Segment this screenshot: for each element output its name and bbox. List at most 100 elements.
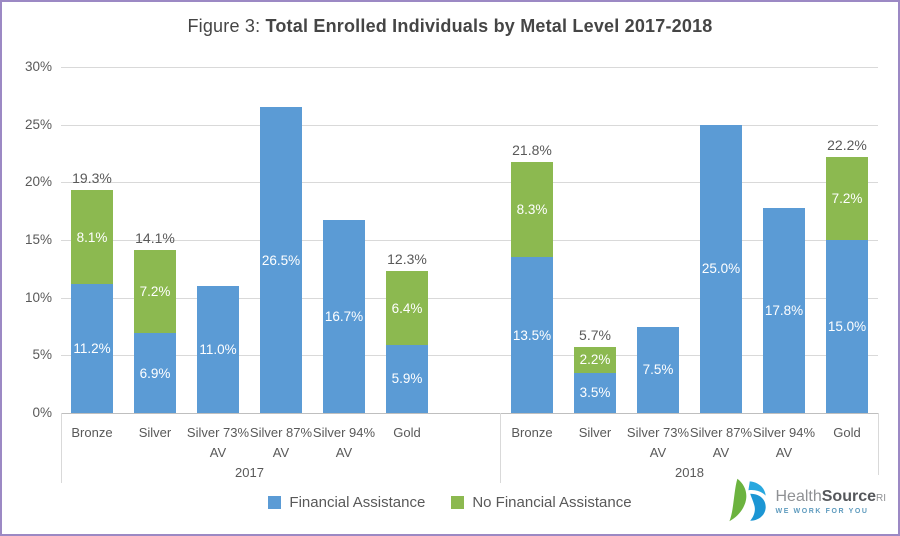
segment-financial-assistance: 7.5% — [637, 326, 679, 413]
year-label-2018: 2018 — [675, 465, 704, 480]
bar-2017-silver-94-av: 16.7% — [323, 220, 365, 413]
y-axis-tick-label: 15% — [24, 232, 52, 247]
category-axis-divider — [500, 413, 501, 483]
category-label: Silver 87% AV — [249, 425, 313, 460]
bar-2018-bronze: 8.3% 13.5% — [511, 161, 553, 413]
gridline — [61, 297, 878, 299]
segment-financial-assistance: 16.7% — [323, 220, 365, 413]
bar-2017-silver-73-av: 11.0% — [197, 286, 239, 413]
chart-title: Figure 3: Total Enrolled Individuals by … — [2, 16, 898, 37]
legend-item-no-financial-assistance: No Financial Assistance — [451, 494, 632, 511]
bar-total-label: 14.1% — [135, 230, 175, 247]
segment-financial-assistance: 15.0% — [826, 239, 868, 413]
segment-value-label: 6.4% — [391, 300, 423, 316]
logo-text-health: Health — [775, 488, 822, 506]
segment-financial-assistance: 3.5% — [574, 372, 616, 413]
category-axis-divider — [61, 413, 62, 483]
healthsource-wordmark: HealthSourceRI — [776, 489, 887, 506]
gridline — [61, 124, 878, 126]
segment-value-label: 11.2% — [73, 340, 111, 356]
segment-financial-assistance: 17.8% — [763, 207, 805, 413]
segment-value-label: 8.3% — [516, 201, 548, 217]
gridline — [61, 182, 878, 184]
category-label: Silver 87% AV — [689, 425, 753, 460]
segment-financial-assistance: 25.0% — [700, 124, 742, 413]
category-label: Gold — [393, 425, 421, 440]
chart-title-prefix: Figure 3: — [187, 16, 266, 36]
bar-2018-silver-87-av: 25.0% — [700, 124, 742, 413]
segment-financial-assistance: 5.9% — [386, 344, 428, 413]
segment-value-label: 7.2% — [831, 190, 863, 206]
logo-text-source: Source — [821, 488, 876, 506]
gridline — [61, 355, 878, 357]
segment-financial-assistance: 11.0% — [197, 286, 239, 413]
segment-value-label: 8.1% — [76, 229, 108, 245]
healthsource-logo-text: HealthSourceRI WE WORK FOR YOU — [775, 489, 887, 516]
year-label-2017: 2017 — [235, 465, 264, 480]
legend-label: Financial Assistance — [289, 494, 426, 511]
legend-swatch-icon — [451, 496, 465, 509]
segment-value-label: 5.9% — [391, 371, 423, 387]
y-axis-tick-label: 0% — [32, 405, 52, 420]
segment-value-label: 7.5% — [642, 362, 674, 378]
segment-financial-assistance: 11.2% — [71, 283, 113, 413]
segment-value-label: 25.0% — [701, 261, 741, 277]
legend: Financial Assistance No Financial Assista… — [2, 494, 898, 511]
segment-value-label: 2.2% — [579, 352, 611, 368]
segment-value-label: 17.8% — [764, 302, 804, 318]
segment-no-financial-assistance: 8.1% — [71, 190, 113, 284]
segment-value-label: 16.7% — [324, 309, 364, 325]
segment-value-label: 26.5% — [261, 252, 301, 268]
gridline — [61, 413, 878, 414]
category-label: Bronze — [71, 425, 113, 440]
bar-2018-gold: 7.2% 15.0% — [826, 156, 868, 413]
bar-2017-gold: 6.4% 5.9% — [386, 271, 428, 413]
bar-2018-silver-73-av: 7.5% — [637, 326, 679, 413]
bar-total-label: 22.2% — [827, 136, 867, 153]
segment-financial-assistance: 6.9% — [134, 333, 176, 413]
bar-total-label: 21.8% — [512, 141, 552, 158]
legend-swatch-icon — [268, 496, 282, 509]
segment-value-label: 3.5% — [579, 385, 611, 401]
segment-financial-assistance: 26.5% — [260, 107, 302, 413]
category-label: Silver — [138, 425, 172, 440]
logo-text-ri: RI — [876, 493, 886, 505]
healthsource-logo-icon — [725, 477, 771, 528]
bar-2017-silver-87-av: 26.5% — [260, 107, 302, 413]
segment-no-financial-assistance: 7.2% — [826, 156, 868, 240]
logo-tagline: WE WORK FOR YOU — [775, 508, 869, 516]
segment-value-label: 15.0% — [827, 318, 867, 334]
bar-2017-silver: 7.2% 6.9% — [134, 250, 176, 413]
category-label: Silver 73% AV — [186, 425, 250, 460]
category-label: Silver 94% AV — [752, 425, 816, 460]
segment-no-financial-assistance: 6.4% — [386, 271, 428, 345]
segment-value-label: 7.2% — [139, 284, 171, 300]
bar-2018-silver-94-av: 17.8% — [763, 207, 805, 413]
category-label: Silver 73% AV — [626, 425, 690, 460]
segment-value-label: 13.5% — [512, 327, 552, 343]
legend-item-financial-assistance: Financial Assistance — [268, 494, 425, 511]
y-axis-tick-label: 25% — [24, 116, 52, 132]
bar-total-label: 12.3% — [387, 251, 427, 268]
bar-2018-silver: 2.2% 3.5% — [574, 347, 616, 413]
category-label: Gold — [833, 425, 861, 440]
segment-value-label: 11.0% — [199, 342, 237, 358]
segment-no-financial-assistance: 2.2% — [574, 347, 616, 373]
segment-no-financial-assistance: 8.3% — [511, 161, 553, 258]
chart-title-main: Total Enrolled Individuals by Metal Leve… — [265, 16, 713, 36]
segment-financial-assistance: 13.5% — [511, 257, 553, 413]
category-label: Silver 94% AV — [312, 425, 376, 460]
y-axis-tick-label: 20% — [24, 174, 52, 190]
category-label: Bronze — [511, 425, 553, 440]
bar-total-label: 5.7% — [579, 327, 611, 344]
gridline — [61, 67, 878, 68]
legend-label: No Financial Assistance — [472, 494, 632, 511]
y-axis-tick-label: 5% — [32, 347, 52, 363]
y-axis-tick-label: 30% — [24, 59, 52, 74]
category-label: Silver — [578, 425, 612, 440]
healthsource-logo: HealthSourceRI WE WORK FOR YOU — [720, 475, 890, 530]
y-axis-tick-label: 10% — [24, 289, 52, 305]
gridline — [61, 240, 878, 241]
bar-2017-bronze: 8.1% 11.2% — [71, 190, 113, 413]
